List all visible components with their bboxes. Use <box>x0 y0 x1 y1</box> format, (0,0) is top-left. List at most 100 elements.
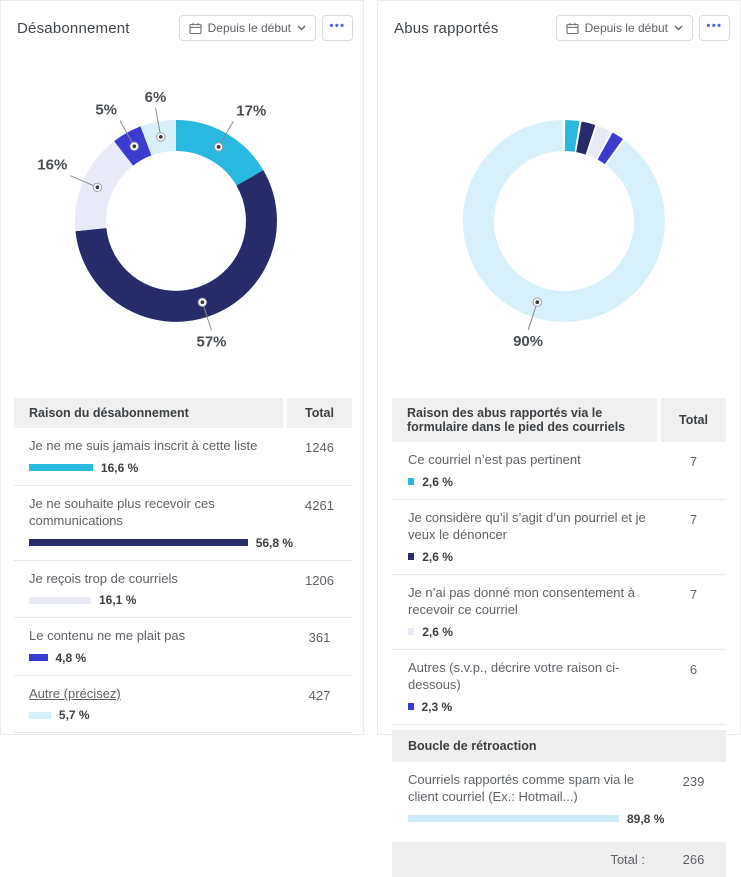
donut-segment[interactable] <box>597 132 624 165</box>
reason-cell: Je reçois trop de courriels 16,1 % <box>14 570 287 608</box>
row-total: 7 <box>689 586 698 602</box>
donut-chart-abus: 90% <box>463 120 665 350</box>
row-total: 1206 <box>305 572 334 588</box>
bar-line: 89,8 % <box>408 811 665 826</box>
row-bar <box>408 553 415 561</box>
row-total: 4261 <box>305 497 334 513</box>
row-percent: 2,3 % <box>421 699 453 714</box>
row-percent: 56,8 % <box>255 535 294 550</box>
donut-percent-label: 16% <box>37 157 67 174</box>
callout-line <box>527 302 538 331</box>
row-total: 1246 <box>305 440 334 455</box>
row-bar <box>29 654 48 662</box>
row-percent: 5,7 % <box>58 708 90 723</box>
donut-percent-label: 6% <box>145 89 167 106</box>
footer-total-value: 266 <box>682 851 705 867</box>
table-footer: Total : 266 <box>392 841 726 877</box>
footer-total-label: Total : <box>610 851 645 867</box>
callout-dot-center <box>535 300 540 305</box>
panel-desabonnement: Désabonnement Depuis le début ••• <box>0 0 364 735</box>
donut-segment[interactable] <box>75 170 277 322</box>
donut-segment[interactable] <box>564 120 580 152</box>
table-body-feedback: Courriels rapportés comme spam via le cl… <box>392 762 726 836</box>
more-options-button[interactable]: ••• <box>699 15 730 41</box>
bar-line: 2,6 % <box>408 475 661 489</box>
row-label: Courriels rapportés comme spam via le cl… <box>408 771 635 805</box>
table-row: Je ne me suis jamais inscrit à cette lis… <box>14 428 352 486</box>
header-actions: Depuis le début ••• <box>555 15 730 41</box>
ellipsis-icon: ••• <box>706 19 723 32</box>
row-total: 7 <box>689 454 698 469</box>
donut-segment[interactable] <box>586 125 611 159</box>
row-bar <box>408 478 415 486</box>
row-label: Je n’ai pas donné mon consentement à rec… <box>408 584 635 618</box>
row-bar <box>408 628 415 636</box>
row-percent: 2,6 % <box>422 474 453 489</box>
table-header: Raison du désabonnement Total <box>14 398 352 428</box>
reason-cell: Je ne souhaite plus recevoir ces communi… <box>14 495 293 550</box>
donut-segment[interactable] <box>175 119 264 187</box>
reason-cell: Courriels rapportés comme spam via le cl… <box>392 771 665 826</box>
callout-line <box>155 107 162 137</box>
panel-header: Désabonnement Depuis le début ••• <box>17 13 353 43</box>
donut-segment[interactable] <box>463 120 665 322</box>
ellipsis-icon: ••• <box>329 19 346 32</box>
donut-percent-label: 57% <box>196 333 226 350</box>
row-label: Je ne souhaite plus recevoir ces communi… <box>29 495 215 529</box>
row-percent: 2,6 % <box>422 549 453 564</box>
callout-dot-center <box>200 300 205 305</box>
row-label: Autres (s.v.p., décrire votre raison ci-… <box>408 659 620 693</box>
callout-line <box>218 121 234 148</box>
period-label: Depuis le début <box>207 21 291 35</box>
row-percent: 16,1 % <box>99 593 137 608</box>
row-bar <box>29 596 91 604</box>
page-title: Désabonnement <box>17 19 130 37</box>
reason-cell: Je n’ai pas donné mon consentement à rec… <box>392 584 661 639</box>
period-selector-button[interactable]: Depuis le début <box>555 15 693 41</box>
bar-line: 56,8 % <box>29 536 293 550</box>
row-label: Ce courriel n’est pas pertinent <box>408 452 581 467</box>
reason-cell: Autre (précisez) 5,7 % <box>14 685 287 722</box>
bar-line: 2,6 % <box>408 625 661 639</box>
column-header-reason: Raison des abus rapportés via le formula… <box>392 398 657 442</box>
panel-header: Abus rapportés Depuis le début ••• <box>394 13 730 43</box>
callout-dot-center <box>158 135 163 139</box>
donut-segment[interactable] <box>575 121 596 155</box>
row-total: 6 <box>689 661 698 677</box>
donut-percent-label: 5% <box>95 102 117 119</box>
column-header-total: Total <box>287 398 352 428</box>
table-body: Je ne me suis jamais inscrit à cette lis… <box>14 428 352 734</box>
table-row: Le contenu ne me plait pas 4,8 % 361 <box>14 618 352 676</box>
row-label[interactable]: Autre (précisez) <box>29 685 121 701</box>
chevron-down-icon <box>297 25 306 31</box>
row-percent: 89,8 % <box>627 811 665 826</box>
more-options-button[interactable]: ••• <box>322 15 353 41</box>
row-percent: 16,6 % <box>100 460 139 475</box>
bar-line: 2,3 % <box>408 700 661 714</box>
row-total: 427 <box>308 687 331 703</box>
row-label: Je reçois trop de courriels <box>29 570 178 586</box>
callout-line <box>119 120 135 147</box>
table-row: Autres (s.v.p., décrire votre raison ci-… <box>392 650 726 725</box>
row-percent: 2,6 % <box>422 624 453 639</box>
column-header-total: Total <box>661 398 726 442</box>
row-bar <box>29 464 93 472</box>
reason-cell: Autres (s.v.p., décrire votre raison ci-… <box>392 659 661 714</box>
header-actions: Depuis le début ••• <box>178 15 353 41</box>
panel-abus-rapportes: Abus rapportés Depuis le début ••• <box>377 0 741 877</box>
reason-cell: Je considère qu’il s’agit d’un pourriel … <box>392 509 661 564</box>
period-selector-button[interactable]: Depuis le début <box>178 15 316 41</box>
column-header-reason: Raison du désabonnement <box>14 398 283 428</box>
donut-percent-label: 17% <box>236 102 266 119</box>
unsubscribe-reasons-table: Raison du désabonnement Total Je ne me s… <box>14 398 352 734</box>
row-bar <box>29 539 248 547</box>
chevron-down-icon <box>674 25 683 31</box>
bar-line: 5,7 % <box>29 708 287 722</box>
period-label: Depuis le début <box>584 21 668 35</box>
row-label: Je ne me suis jamais inscrit à cette lis… <box>29 438 258 453</box>
table-row: Ce courriel n’est pas pertinent 2,6 % 7 <box>392 442 726 500</box>
reason-cell: Le contenu ne me plait pas 4,8 % <box>14 627 287 665</box>
bar-line: 2,6 % <box>408 550 661 564</box>
bar-line: 16,6 % <box>29 461 287 475</box>
table-row: Je reçois trop de courriels 16,1 % 1206 <box>14 561 352 619</box>
